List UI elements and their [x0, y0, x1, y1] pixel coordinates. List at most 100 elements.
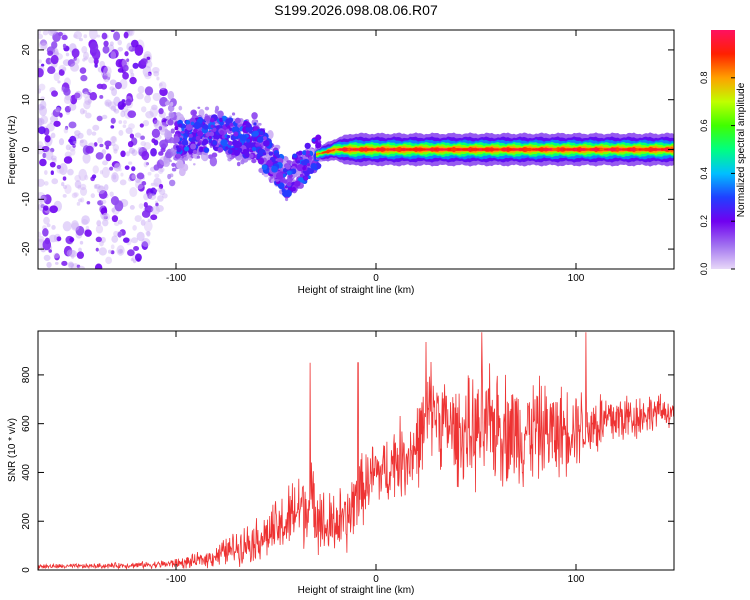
spectrogram-track-point [233, 131, 239, 137]
spectrogram-track-point [282, 168, 288, 173]
spectrogram-noise-point [155, 202, 159, 207]
spectrogram-noise-point [79, 240, 84, 245]
spectrogram-track-point [275, 172, 284, 180]
spectrogram-noise-point [61, 34, 68, 41]
snr-xtick-label: 0 [373, 574, 379, 585]
spectrogram-noise-point [134, 44, 144, 56]
spectrogram-track-point [229, 122, 234, 127]
spectrogram-noise-point [98, 185, 105, 191]
spectrogram-noise-point [111, 207, 116, 213]
spectrogram-noise-point [62, 67, 67, 71]
spectrogram-noise-point [153, 177, 162, 187]
spectrogram-noise-point [63, 95, 72, 105]
spectrogram-track-point [263, 140, 270, 147]
snr-ylabel: SNR (10 * v/v) [7, 418, 18, 482]
spectrogram-noise-point [153, 164, 160, 171]
spectrogram-track-point [306, 162, 311, 167]
spectrogram-noise-point [126, 42, 133, 51]
spectrogram-noise-point [101, 71, 106, 77]
spectrogram-track-point [308, 156, 313, 160]
spectrogram-noise-point [154, 173, 160, 179]
spectrogram-noise-point [162, 193, 168, 199]
spectrogram-track-point [191, 138, 195, 143]
spectrogram-noise-point [97, 200, 104, 206]
spectrogram-noise-point [63, 127, 69, 134]
spectrogram-noise-point [50, 155, 57, 161]
spectrogram-track-point [174, 126, 179, 131]
spectrogram-track-point [240, 134, 247, 141]
spectrogram-noise-point [56, 236, 62, 242]
spectrogram-noise-point [90, 193, 96, 199]
spectrogram-noise-point [49, 30, 58, 35]
spectrogram-noise-point [129, 187, 138, 198]
spectrogram-noise-point [140, 58, 148, 66]
spectrogram-noise-point [164, 151, 172, 159]
spectrogram-track-point [310, 162, 318, 170]
spectrogram-noise-point [192, 153, 197, 159]
spectrogram-noise-point [84, 56, 88, 61]
spectrogram-noise-point [57, 31, 63, 37]
spectrogram-track-point [304, 170, 310, 177]
spectrogram-noise-point [168, 179, 176, 187]
spectrogram-noise-point [61, 260, 68, 267]
spectrogram-noise-point [62, 221, 72, 232]
spectrogram-noise-point [53, 51, 60, 56]
spectrogram-noise-point [146, 56, 151, 60]
spectrogram-noise-point [142, 119, 150, 127]
spectrogram-track-point [282, 190, 289, 197]
spectrogram-noise-point [101, 199, 107, 205]
spectrogram-track-point [315, 142, 322, 149]
spectrogram-noise-point [78, 37, 83, 42]
spectrogram-track-point [173, 136, 180, 143]
spectrogram-track-point [285, 164, 291, 170]
spectrogram-track-point [185, 119, 191, 125]
spectrogram-noise-point [73, 34, 78, 39]
spectrogram-noise-point [150, 214, 158, 221]
spectrogram-noise-point [63, 87, 71, 96]
spectrogram-noise-point [53, 120, 61, 127]
spectrogram-noise-point [40, 194, 48, 201]
spectrogram-track-point [277, 182, 285, 190]
spectrogram-noise-point [147, 171, 152, 176]
spectrogram-track-point [308, 168, 315, 175]
spectrogram-noise-point [111, 215, 119, 223]
spectrogram-noise-point [96, 34, 101, 38]
spectrogram-noise-point [44, 170, 48, 176]
spectrogram-noise-point [75, 225, 85, 236]
spectrogram-noise-point [64, 105, 72, 113]
spectrogram-ytick-label: -20 [21, 241, 32, 256]
spectrogram-noise-point [157, 187, 163, 193]
spectrogram-track-point [196, 130, 204, 137]
spectrogram-noise-point [43, 216, 50, 225]
spectrogram-noise-point [69, 237, 75, 243]
spectrogram-noise-point [231, 112, 236, 116]
spectrogram-noise-point [236, 161, 241, 167]
spectrogram-noise-point [78, 198, 83, 203]
spectrogram-track-point [271, 158, 276, 163]
spectrogram-noise-point [137, 85, 145, 94]
spectrogram-ytick-label: -10 [21, 192, 32, 207]
spectrogram-noise-point [168, 112, 175, 119]
spectrogram-track-point [299, 173, 304, 178]
spectrogram-ytick-label: 20 [21, 44, 32, 56]
spectrogram-noise-point [204, 106, 210, 111]
spectrogram-noise-point [150, 148, 157, 157]
spectrogram-track-point [220, 139, 228, 147]
spectrogram-noise-point [113, 108, 117, 113]
spectrogram-noise-point [38, 33, 44, 40]
spectrogram-noise-point [201, 154, 207, 161]
spectrogram-noise-point [109, 79, 117, 86]
spectrogram-noise-point [136, 92, 144, 100]
spectrogram-noise-point [130, 39, 139, 48]
spectrogram-noise-point [65, 144, 71, 151]
spectrogram-noise-point [40, 63, 45, 67]
spectrogram-noise-point [127, 110, 137, 118]
spectrogram-track-point [204, 115, 211, 122]
spectrogram-noise-point [47, 66, 56, 75]
spectrogram-track-point [274, 152, 279, 157]
colorbar: 0.0 0.2 0.4 0.6 0.8 Normalized spectral ampl… [699, 30, 747, 275]
spectrogram-noise-point [38, 39, 48, 51]
spectrogram-noise-point [80, 183, 87, 191]
